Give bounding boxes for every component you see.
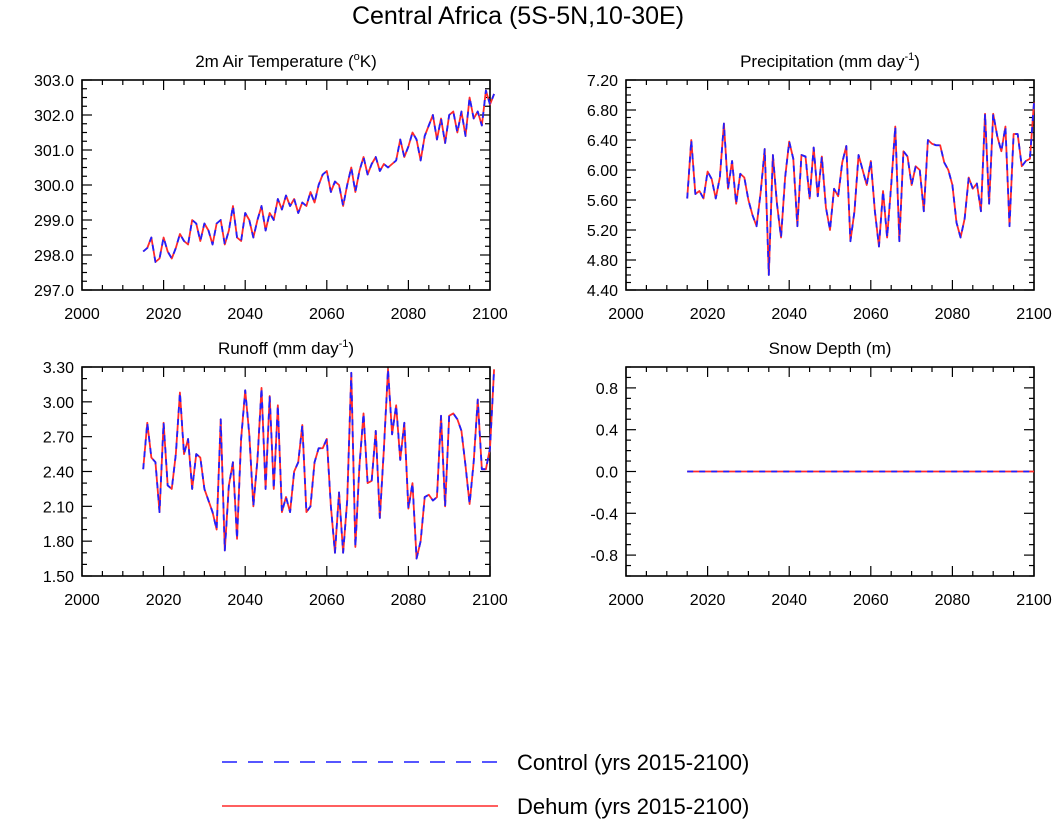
x-tick-label: 2020: [690, 306, 726, 323]
x-tick-label: 2040: [227, 592, 263, 609]
panel-title-text: Runoff (mm day: [218, 339, 339, 358]
panel-title-text: 2m Air Temperature (: [195, 52, 354, 71]
y-tick-label: 300.0: [34, 178, 74, 195]
x-tick-label: 2020: [690, 592, 726, 609]
y-tick-label: 4.80: [587, 253, 618, 270]
series-line-dehum: [142, 89, 495, 263]
y-tick-label: 298.0: [34, 248, 74, 265]
y-tick-label: 1.80: [43, 534, 74, 551]
panel-title-text: Precipitation (mm day: [740, 52, 905, 71]
panel-title-text-end: K): [360, 52, 377, 71]
panel-temperature: 2m Air Temperature (oK) 2000 2020 2040 2060 2…: [34, 51, 508, 323]
y-tick-label: 7.20: [587, 73, 618, 90]
y-tick-label: 5.20: [587, 223, 618, 240]
series-line-control: [686, 102, 1035, 276]
x-tick-label: 2100: [472, 306, 508, 323]
x-tick-label: 2060: [853, 592, 889, 609]
x-tick-label: 2000: [608, 306, 644, 323]
x-tick-label: 2100: [1016, 306, 1052, 323]
x-tick-label: 2020: [146, 592, 182, 609]
panel-title-text: Snow Depth (m): [769, 339, 892, 358]
panels: 2m Air Temperature (oK) 2000 2020 2040 2060 2…: [34, 51, 1052, 609]
panel-title-text-end: ): [348, 339, 354, 358]
y-tick-label: -0.4: [590, 506, 618, 523]
legend-label-dehum: Dehum (yrs 2015-2100): [517, 794, 749, 819]
y-tick-label: 3.00: [43, 395, 74, 412]
x-tick-label: 2100: [1016, 592, 1052, 609]
panel-title-runoff: Runoff (mm day-1): [218, 338, 354, 358]
legend: Control (yrs 2015-2100) Dehum (yrs 2015-…: [222, 750, 749, 819]
y-tick-label: 6.00: [587, 163, 618, 180]
y-tick-label: 0.4: [596, 423, 618, 440]
x-tick-label: 2060: [853, 306, 889, 323]
panel-title-snow-depth: Snow Depth (m): [769, 339, 892, 358]
y-tick-label: 297.0: [34, 283, 74, 300]
y-tick-label: 2.10: [43, 499, 74, 516]
y-tick-label: 6.80: [587, 103, 618, 120]
x-tick-label: 2040: [771, 592, 807, 609]
y-tick-label: 302.0: [34, 108, 74, 125]
x-tick-label: 2080: [935, 306, 971, 323]
x-tick-label: 2020: [146, 306, 182, 323]
panel-title-temperature: 2m Air Temperature (oK): [195, 51, 377, 71]
legend-label-control: Control (yrs 2015-2100): [517, 750, 749, 775]
series-line-control: [142, 368, 495, 560]
y-tick-label: 6.40: [587, 133, 618, 150]
plot-frame-precipitation: [625, 79, 1035, 291]
y-tick-label: -0.8: [590, 548, 618, 565]
panel-title-superscript: o: [354, 51, 360, 63]
panel-precipitation: Precipitation (mm day-1) 2000 2020 2040 2060…: [587, 51, 1052, 323]
panel-runoff: Runoff (mm day-1) 2000 2020 2040 2060 2080 210…: [43, 338, 508, 609]
panel-title-superscript: -1: [904, 51, 914, 63]
panel-title-precipitation: Precipitation (mm day-1): [740, 51, 920, 71]
x-tick-label: 2040: [227, 306, 263, 323]
x-tick-label: 2060: [309, 592, 345, 609]
panel-snow-depth: Snow Depth (m) 2000 2020 2040 2060 2080 2100 -0…: [590, 339, 1051, 609]
y-tick-label: 1.50: [43, 569, 74, 586]
panel-title-text-end: ): [914, 52, 920, 71]
x-tick-label: 2000: [608, 592, 644, 609]
x-tick-label: 2080: [391, 592, 427, 609]
y-tick-label: 303.0: [34, 73, 74, 90]
x-tick-label: 2000: [64, 306, 100, 323]
x-tick-label: 2060: [309, 306, 345, 323]
y-tick-label: 301.0: [34, 143, 74, 160]
plot-frame-temperature: [81, 79, 491, 291]
y-tick-label: 299.0: [34, 213, 74, 230]
y-tick-label: 2.70: [43, 430, 74, 447]
figure-title: Central Africa (5S-5N,10-30E): [352, 2, 684, 30]
x-tick-label: 2100: [472, 592, 508, 609]
panel-title-superscript: -1: [339, 338, 349, 350]
x-tick-label: 2080: [935, 592, 971, 609]
y-tick-label: 2.40: [43, 465, 74, 482]
y-tick-label: 4.40: [587, 283, 618, 300]
series-line-control: [142, 89, 495, 263]
y-tick-label: 5.60: [587, 193, 618, 210]
y-tick-label: 0.0: [596, 465, 618, 482]
plot-frame-runoff: [81, 366, 491, 577]
y-tick-label: 0.8: [596, 381, 618, 398]
y-tick-label: 3.30: [43, 360, 74, 377]
x-tick-label: 2040: [771, 306, 807, 323]
x-tick-label: 2080: [391, 306, 427, 323]
x-tick-label: 2000: [64, 592, 100, 609]
